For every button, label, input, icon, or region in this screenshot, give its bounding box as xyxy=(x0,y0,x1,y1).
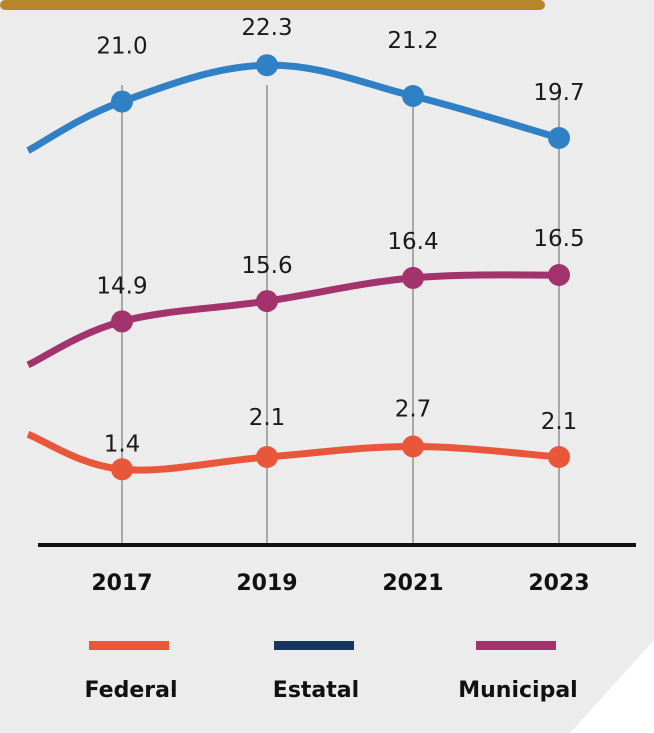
data-label: 1.4 xyxy=(104,431,141,457)
series-municipal: 14.9 15.6 16.4 16.5 xyxy=(26,226,585,369)
x-tick-label: 2023 xyxy=(528,571,589,596)
legend-swatch xyxy=(89,641,169,650)
series-layer: 21.0 22.3 21.2 19.7 14.9 15.6 16.4 16.5 1.4 2.1 2.… xyxy=(26,15,585,481)
legend-item-municipal: Municipal xyxy=(458,641,578,703)
data-label: 2.7 xyxy=(395,397,432,423)
data-point-municipal-2017 xyxy=(111,310,133,333)
legend-label: Federal xyxy=(85,678,178,703)
data-label: 21.0 xyxy=(96,34,147,60)
header-accent-bar xyxy=(0,0,545,10)
x-axis-tick-labels: 2017 2019 2021 2023 xyxy=(91,571,589,596)
legend-item-federal: Federal xyxy=(85,641,178,703)
data-point-estatal-2017 xyxy=(111,90,133,113)
data-point-municipal-2021 xyxy=(402,266,424,289)
series-federal: 1.4 2.1 2.7 2.1 xyxy=(26,397,578,481)
data-point-municipal-2019 xyxy=(256,290,278,313)
data-label: 22.3 xyxy=(241,15,292,41)
legend-swatch xyxy=(274,641,354,650)
legend-label: Estatal xyxy=(273,678,359,703)
data-point-municipal-2023 xyxy=(548,264,570,286)
data-point-federal-2023 xyxy=(548,446,570,468)
data-point-federal-2021 xyxy=(402,435,424,458)
data-label: 2.1 xyxy=(249,405,286,431)
legend-label: Municipal xyxy=(458,678,577,703)
data-label: 16.5 xyxy=(533,226,584,252)
legend-item-estatal: Estatal xyxy=(273,641,359,703)
data-point-federal-2017 xyxy=(111,458,133,481)
x-tick-label: 2017 xyxy=(91,571,152,596)
x-tick-label: 2021 xyxy=(382,571,443,596)
data-label: 2.1 xyxy=(541,409,578,435)
data-label: 21.2 xyxy=(387,28,438,54)
data-point-estatal-2021 xyxy=(402,85,424,107)
x-tick-label: 2019 xyxy=(236,571,297,596)
data-label: 14.9 xyxy=(96,273,147,299)
data-point-estatal-2019 xyxy=(256,54,278,77)
legend-swatch xyxy=(476,641,556,650)
data-label: 19.7 xyxy=(533,80,584,106)
data-label: 15.6 xyxy=(241,253,292,279)
data-point-estatal-2023 xyxy=(548,127,570,149)
legend: Federal Estatal Municipal xyxy=(85,641,578,703)
data-point-federal-2019 xyxy=(256,446,278,468)
series-estatal: 21.0 22.3 21.2 19.7 xyxy=(26,15,585,154)
data-label: 16.4 xyxy=(387,229,438,255)
